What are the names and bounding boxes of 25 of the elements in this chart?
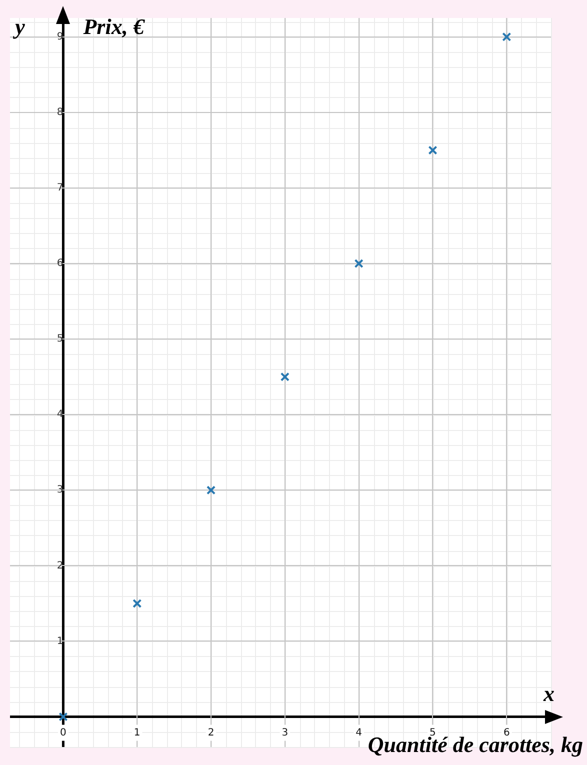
point	[428, 146, 438, 155]
x-tick-label: 3	[282, 727, 288, 738]
x-tick-label: 4	[356, 727, 362, 738]
x-tick-label: 2	[208, 727, 214, 738]
y-tick-label: 2	[56, 560, 64, 572]
x-tick-label: 6	[503, 727, 510, 738]
point	[354, 258, 364, 268]
y-tick-label: 1	[56, 636, 64, 647]
point	[58, 712, 68, 722]
x-tick-label: 1	[134, 727, 140, 738]
y-tick-label: 7	[56, 182, 64, 194]
x-tick-label: 0	[60, 727, 66, 738]
y-tick-label: 3	[56, 484, 64, 496]
y-tick-label: 8	[56, 107, 64, 118]
point	[502, 32, 512, 42]
y-tick-label: 9	[56, 31, 64, 42]
point	[132, 598, 142, 608]
y-tick-label: 5	[56, 334, 64, 345]
y-tick-label: 4	[56, 409, 64, 420]
annotation: x	[542, 680, 554, 706]
point	[206, 486, 216, 495]
annotation: y	[12, 14, 26, 39]
y-tick-label: 6	[56, 258, 64, 270]
point	[280, 372, 290, 382]
y-axis-title: Prix, €	[82, 14, 146, 39]
